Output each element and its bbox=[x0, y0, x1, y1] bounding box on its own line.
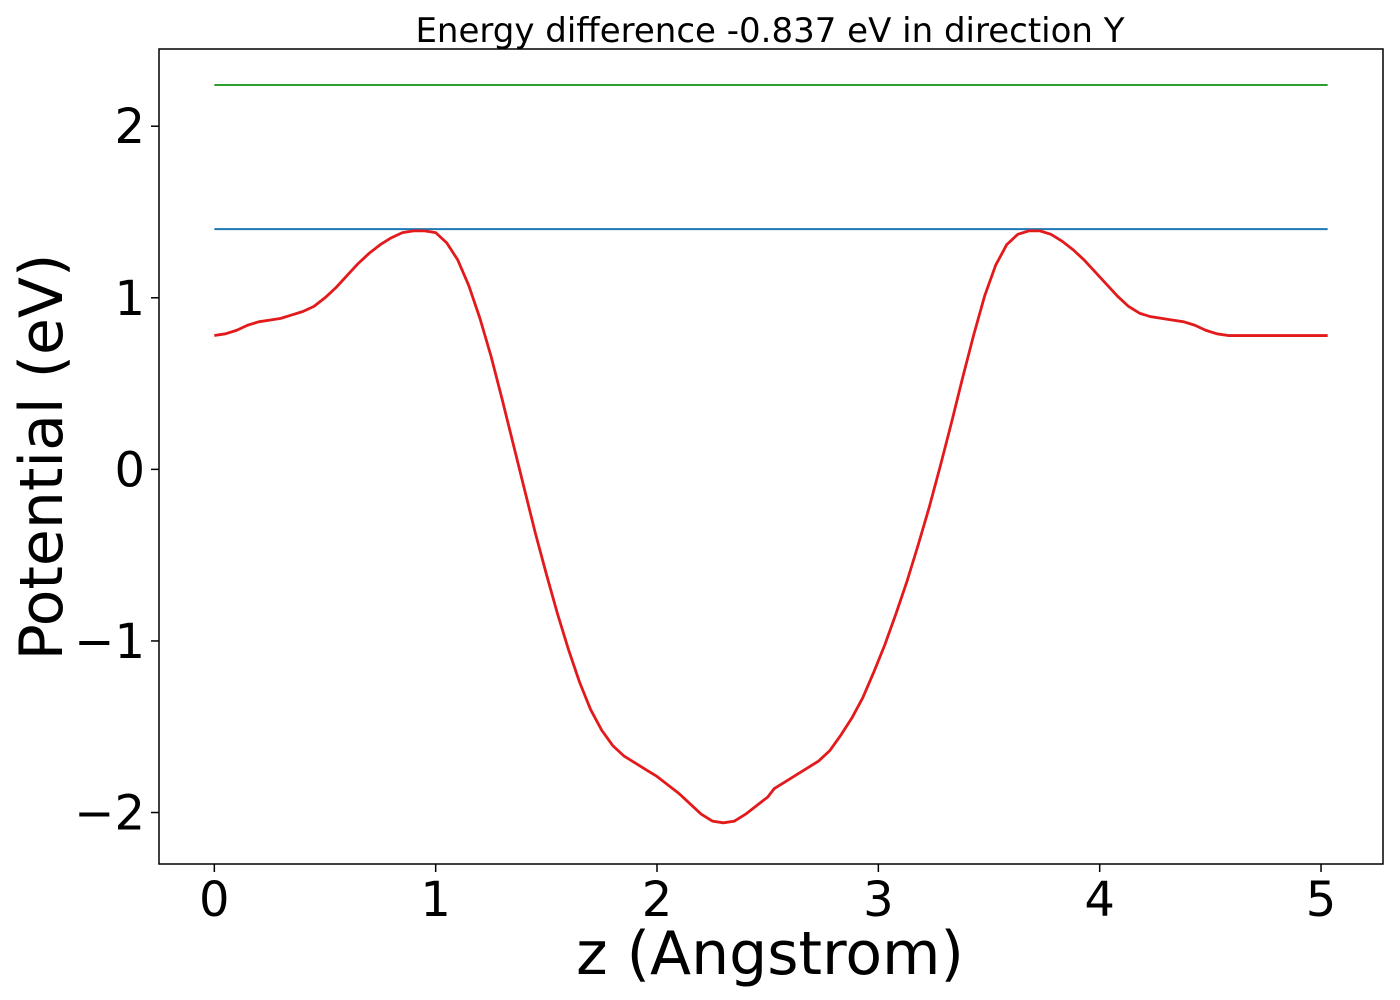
x-tick-label: 3 bbox=[863, 872, 894, 928]
x-tick-label: 0 bbox=[199, 872, 230, 928]
x-tick-label: 5 bbox=[1306, 872, 1337, 928]
y-tick-label: 1 bbox=[114, 271, 145, 327]
plot-frame bbox=[158, 48, 1384, 865]
series-layer bbox=[214, 84, 1328, 825]
y-tick-label: 0 bbox=[114, 442, 145, 498]
y-axis-ticks: −2 −1 0 1 2 bbox=[74, 99, 159, 842]
y-axis-label: Potential (eV) bbox=[7, 254, 77, 661]
y-tick-label: 2 bbox=[114, 99, 145, 155]
series-line-3 bbox=[214, 229, 1328, 825]
chart-title: Energy difference -0.837 eV in direction… bbox=[415, 11, 1124, 51]
y-tick-label: −1 bbox=[74, 614, 145, 670]
x-tick-label: 2 bbox=[642, 872, 673, 928]
x-axis-label: z (Angstrom) bbox=[576, 919, 964, 989]
x-tick-label: 1 bbox=[420, 872, 451, 928]
x-tick-label: 4 bbox=[1084, 872, 1115, 928]
x-axis-ticks: 0 1 2 3 4 5 bbox=[199, 864, 1336, 928]
y-tick-label: −2 bbox=[74, 786, 145, 842]
